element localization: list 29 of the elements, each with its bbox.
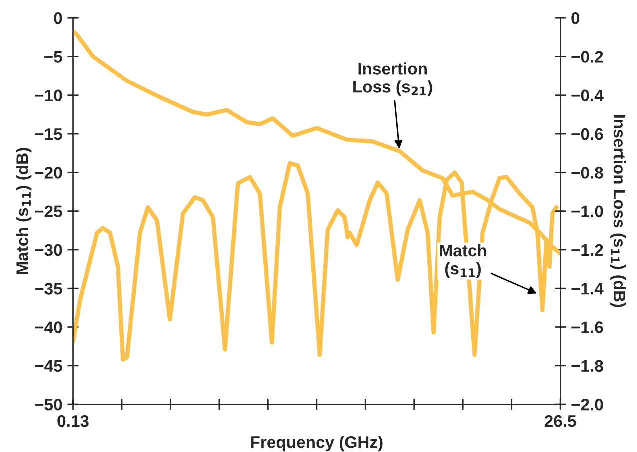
x-axis-title: Frequency (GHz) <box>251 436 383 452</box>
y-tick-label: −50 <box>35 398 62 411</box>
y-tick-label: −35 <box>35 283 62 295</box>
x-tick-label: 0.13 <box>58 415 89 428</box>
y-tick-label: −5 <box>44 51 62 63</box>
annotation: Insertion Loss (s$_{21}$) <box>354 62 432 96</box>
y-tick-label: −10 <box>35 90 62 102</box>
y-tick-label: −20 <box>35 167 62 179</box>
y-axis-title: Match (s$_{11}$) (dB) <box>16 148 32 274</box>
y2-tick-label: −2.0 <box>572 398 604 411</box>
annotation: Match (s$_{11}$) <box>440 244 486 278</box>
y2-tick-label: −1.4 <box>572 283 604 295</box>
y2-tick-label: −1.2 <box>572 244 604 256</box>
y-tick-label: −30 <box>35 244 62 256</box>
y2-tick-label: 0 <box>572 12 580 24</box>
y2-axis-title: Insertion Loss (s$_{11}$) (dB) <box>610 116 626 308</box>
y-tick-label: −45 <box>35 360 62 372</box>
x-tick-label: 26.5 <box>544 415 576 428</box>
y2-tick-label: −0.6 <box>572 128 604 140</box>
y2-tick-label: −0.4 <box>572 90 604 102</box>
y2-tick-label: −1.8 <box>572 360 604 372</box>
y-tick-label: −40 <box>35 322 62 334</box>
y-tick-label: 0 <box>54 12 62 24</box>
y2-tick-label: −1.0 <box>572 206 604 218</box>
y-tick-label: −25 <box>35 206 62 218</box>
y-tick-label: −15 <box>35 128 62 140</box>
y2-tick-label: −1.6 <box>572 322 604 334</box>
y2-tick-label: −0.2 <box>572 51 604 63</box>
y2-tick-label: −0.8 <box>572 167 604 179</box>
